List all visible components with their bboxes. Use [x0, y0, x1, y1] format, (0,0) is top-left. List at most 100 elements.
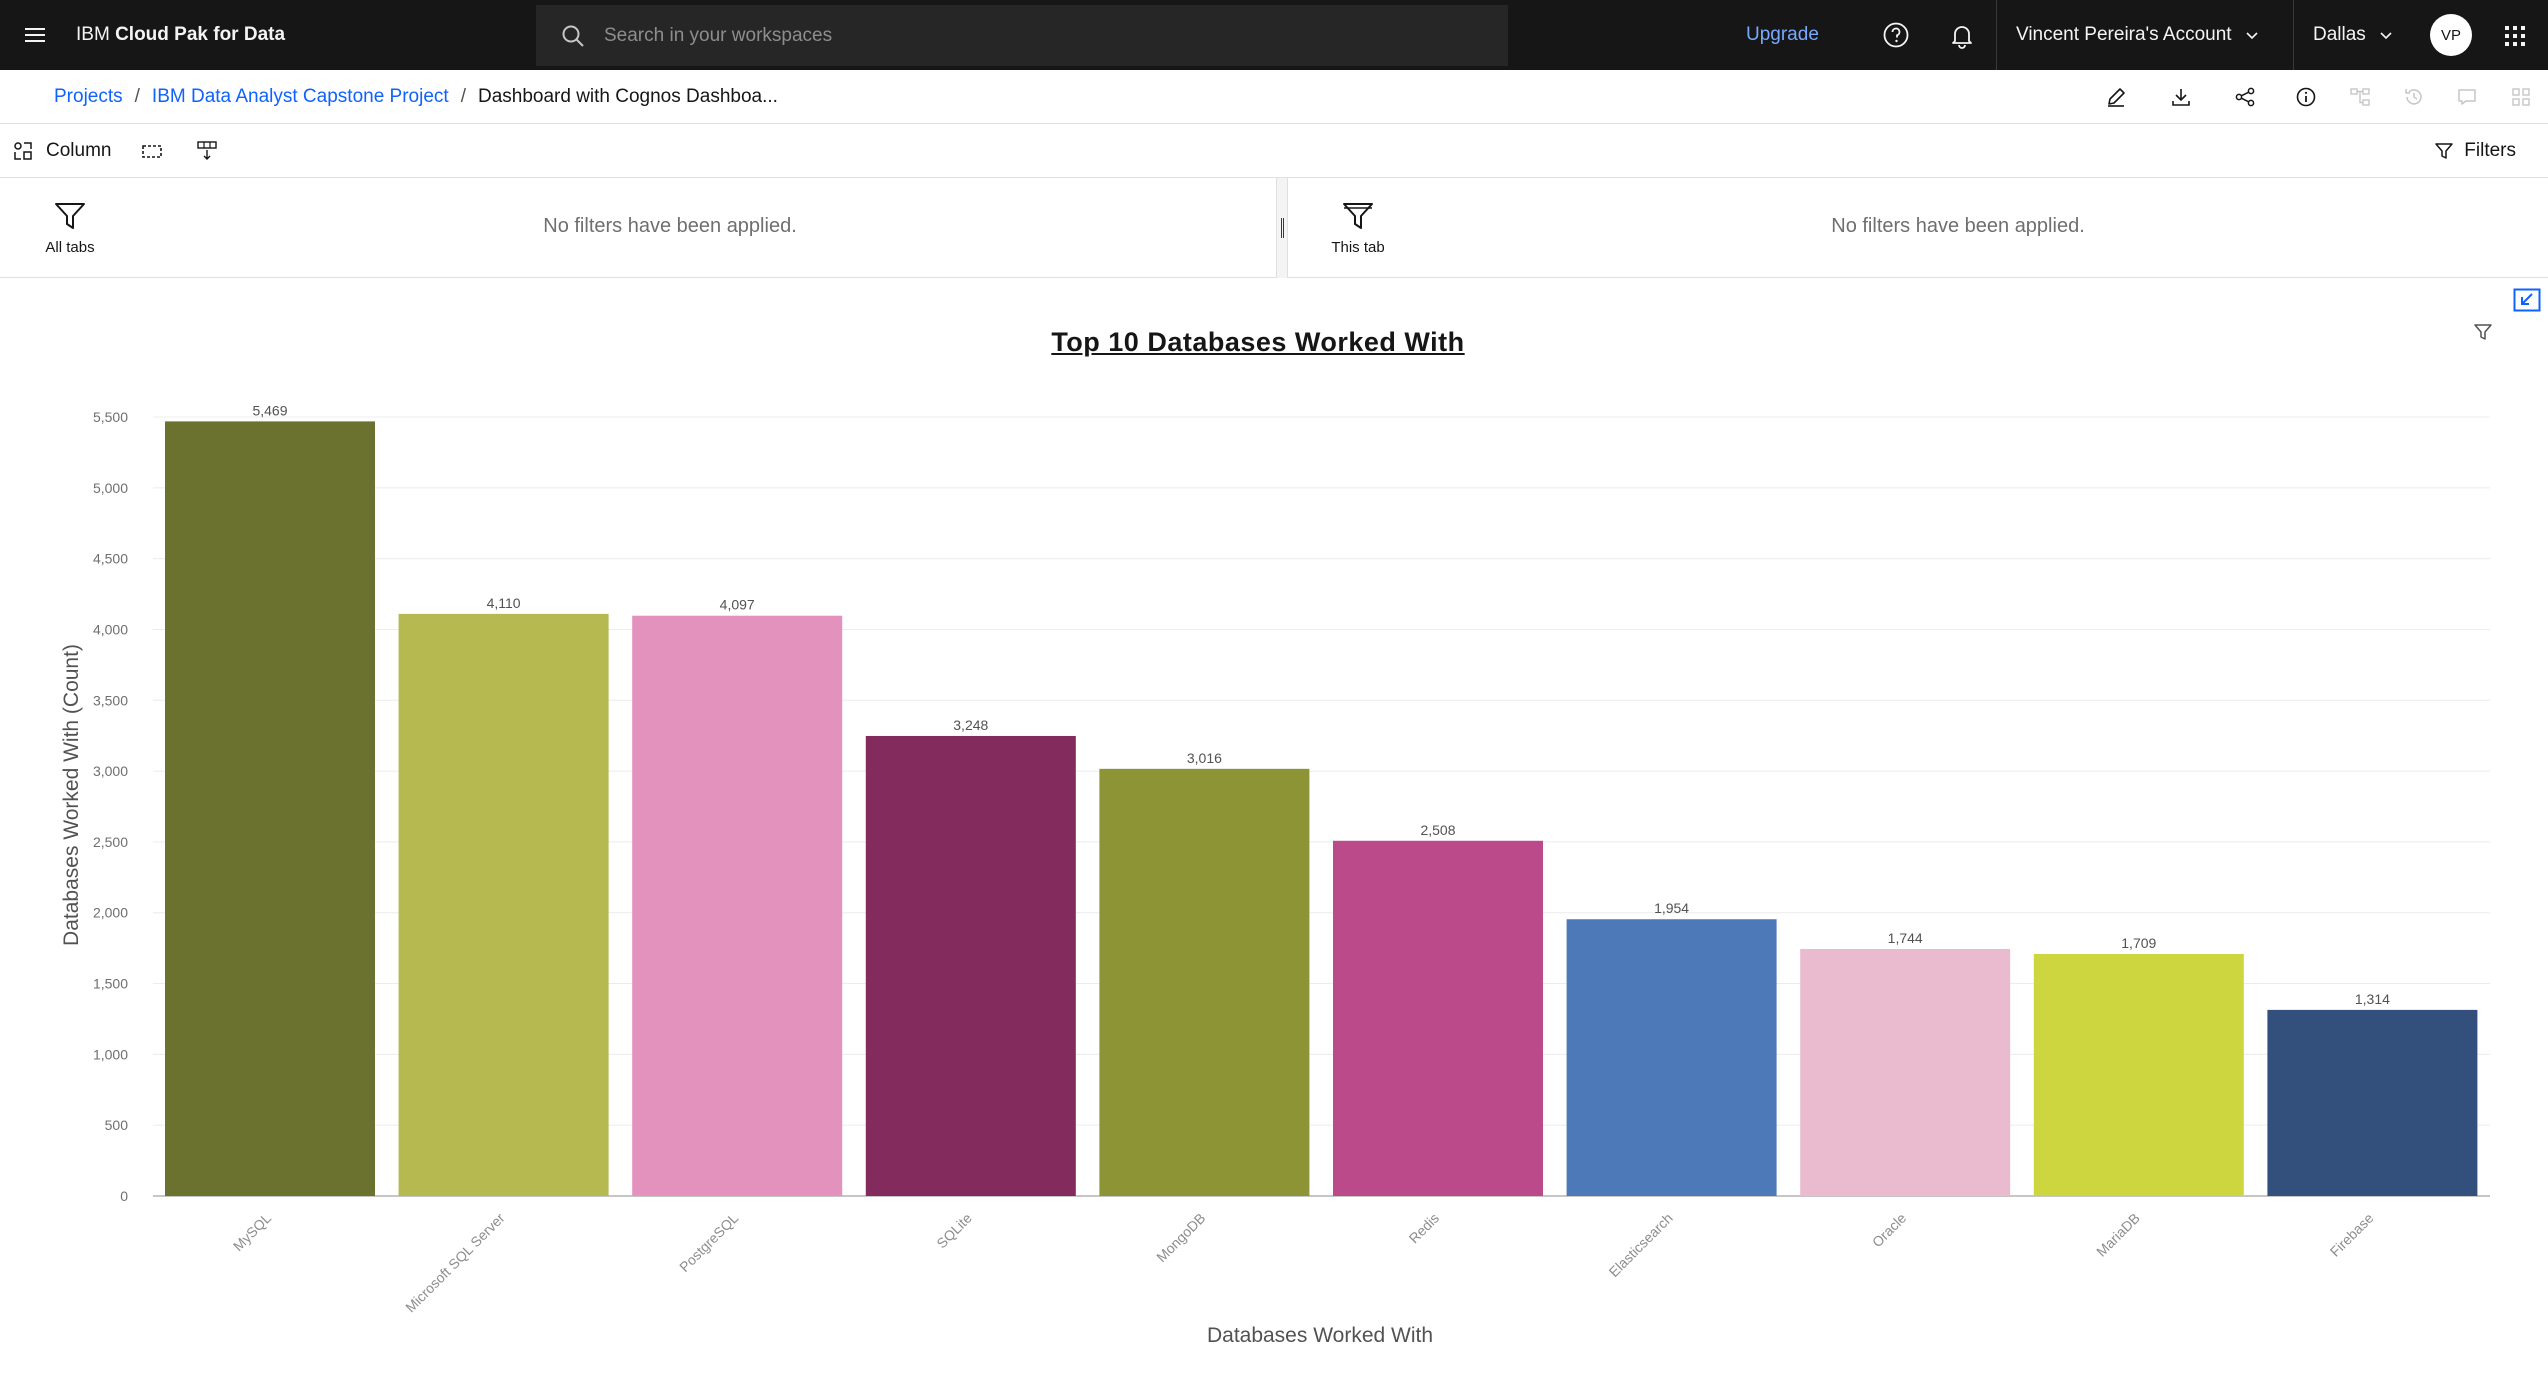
data-label: 3,248 — [953, 717, 988, 733]
all-tabs-filter-icon — [55, 203, 85, 229]
x-tick-label: MariaDB — [2093, 1210, 2143, 1260]
breadcrumb-separator: / — [460, 86, 466, 107]
x-tick-label: SQLite — [933, 1210, 975, 1252]
chevron-down-icon — [2378, 27, 2394, 43]
account-label: Vincent Pereira's Account — [2016, 24, 2232, 45]
breadcrumb-projects[interactable]: Projects — [54, 86, 123, 107]
data-label: 2,508 — [1420, 822, 1455, 838]
all-tabs-filter-panel: All tabs No filters have been applied. — [0, 178, 1276, 278]
data-label: 3,016 — [1187, 750, 1222, 766]
collapse-widget-icon[interactable] — [2513, 288, 2541, 312]
data-label: 4,097 — [720, 597, 755, 613]
x-tick-label: Elasticsearch — [1606, 1210, 1676, 1280]
y-tick-label: 4,500 — [93, 551, 128, 567]
top-bar: IBM Cloud Pak for Data Upgrade Vincent P… — [0, 0, 2548, 70]
y-tick-label: 3,000 — [93, 763, 128, 779]
app-name-prefix: IBM — [76, 24, 110, 45]
bar[interactable] — [1800, 948, 2011, 1196]
this-tab-filter-panel: This tab No filters have been applied. — [1288, 178, 2548, 278]
bar[interactable] — [865, 735, 1076, 1196]
dashboard-toolbar: Column Filters — [0, 124, 2548, 178]
bar[interactable] — [165, 421, 375, 1196]
chart-widget[interactable]: Top 10 Databases Worked With 0 500 1,000 1,… — [0, 279, 2548, 1383]
layout-icon[interactable] — [2505, 81, 2537, 113]
hamburger-menu-icon[interactable] — [10, 10, 60, 60]
breadcrumb-project[interactable]: IBM Data Analyst Capstone Project — [151, 86, 449, 107]
splitter-grip — [1281, 218, 1284, 238]
breadcrumb: Projects / IBM Data Analyst Capstone Pro… — [54, 70, 778, 124]
this-tab-empty-message: No filters have been applied. — [1831, 215, 2085, 237]
search-bar[interactable] — [536, 5, 1508, 66]
this-tab-filter-button[interactable]: This tab — [1328, 200, 1388, 256]
y-tick-label: 5,500 — [93, 409, 128, 425]
region-label: Dallas — [2313, 24, 2366, 45]
bar[interactable] — [2267, 1009, 2478, 1196]
data-label: 1,314 — [2355, 991, 2390, 1007]
data-label: 1,954 — [1654, 900, 1689, 916]
edit-pencil-icon[interactable] — [2100, 81, 2132, 113]
y-tick-label: 2,500 — [93, 834, 128, 850]
filter-bar: All tabs No filters have been applied. T… — [0, 178, 2548, 278]
app-name-main: Cloud Pak for Data — [115, 24, 286, 45]
data-mapping-icon[interactable] — [192, 136, 222, 166]
app-name[interactable]: IBM Cloud Pak for Data — [76, 0, 285, 70]
x-tick-label: Firebase — [2327, 1210, 2377, 1260]
y-tick-label: 4,000 — [93, 621, 128, 637]
bar[interactable] — [2033, 953, 2244, 1196]
data-label: 1,709 — [2121, 935, 2156, 951]
data-label: 4,110 — [487, 595, 521, 611]
this-tab-filter-icon — [1343, 203, 1373, 229]
region-switcher[interactable]: Dallas — [2293, 0, 2413, 70]
all-tabs-filter-button[interactable]: All tabs — [40, 200, 100, 256]
search-input[interactable] — [604, 24, 1464, 47]
y-tick-label: 3,500 — [93, 692, 128, 708]
account-switcher[interactable]: Vincent Pereira's Account — [1996, 0, 2282, 70]
visualization-type-button[interactable]: Column — [12, 134, 111, 168]
y-axis-title: Databases Worked With (Count) — [60, 644, 83, 946]
y-tick-label: 1,000 — [93, 1046, 128, 1062]
bar-chart: 0 500 1,000 1,500 2,000 2,500 3,000 3,500 4,000 4… — [60, 402, 2490, 1347]
y-tick-label: 500 — [105, 1117, 129, 1133]
upgrade-link[interactable]: Upgrade — [1746, 24, 1819, 45]
select-area-icon[interactable] — [137, 136, 167, 166]
x-tick-label: MySQL — [230, 1210, 274, 1254]
filter-panel-splitter[interactable] — [1276, 178, 1288, 278]
chevron-down-icon — [2244, 27, 2260, 43]
y-tick-label: 2,000 — [93, 905, 128, 921]
comment-icon[interactable] — [2451, 81, 2483, 113]
data-tree-icon[interactable] — [2344, 81, 2376, 113]
breadcrumb-bar: Projects / IBM Data Analyst Capstone Pro… — [0, 70, 2548, 124]
download-icon[interactable] — [2165, 81, 2197, 113]
filters-label: Filters — [2464, 140, 2516, 161]
breadcrumb-current: Dashboard with Cognos Dashboa... — [477, 86, 778, 107]
y-tick-label: 1,500 — [93, 976, 128, 992]
filters-button[interactable]: Filters — [2434, 134, 2516, 168]
x-tick-label: MongoDB — [1153, 1210, 1208, 1265]
chart-title[interactable]: Top 10 Databases Worked With — [1051, 327, 1465, 357]
app-switcher-icon[interactable] — [2497, 18, 2533, 54]
bar[interactable] — [398, 613, 609, 1196]
user-avatar[interactable]: VP — [2430, 14, 2472, 56]
share-icon[interactable] — [2229, 81, 2261, 113]
y-tick-label: 5,000 — [93, 480, 128, 496]
info-icon[interactable] — [2290, 81, 2322, 113]
breadcrumb-separator: / — [134, 86, 140, 107]
bar[interactable] — [1099, 768, 1310, 1196]
filter-icon — [2435, 143, 2454, 159]
widget-filter-icon[interactable] — [2472, 321, 2494, 343]
x-tick-label: PostgreSQL — [676, 1210, 741, 1275]
visualization-swap-icon — [14, 142, 32, 160]
data-label: 1,744 — [1888, 930, 1923, 946]
help-icon[interactable] — [1876, 15, 1916, 55]
search-icon — [556, 19, 590, 53]
all-tabs-label: All tabs — [45, 239, 95, 256]
bar[interactable] — [1333, 840, 1543, 1196]
visualization-type-label: Column — [46, 140, 112, 161]
x-tick-label: Oracle — [1869, 1210, 1910, 1251]
notification-bell-icon[interactable] — [1942, 15, 1982, 55]
all-tabs-empty-message: No filters have been applied. — [543, 215, 797, 237]
bar[interactable] — [632, 615, 843, 1196]
x-axis-title: Databases Worked With — [1207, 1324, 1433, 1347]
history-icon[interactable] — [2398, 81, 2430, 113]
bar[interactable] — [1566, 919, 1777, 1196]
